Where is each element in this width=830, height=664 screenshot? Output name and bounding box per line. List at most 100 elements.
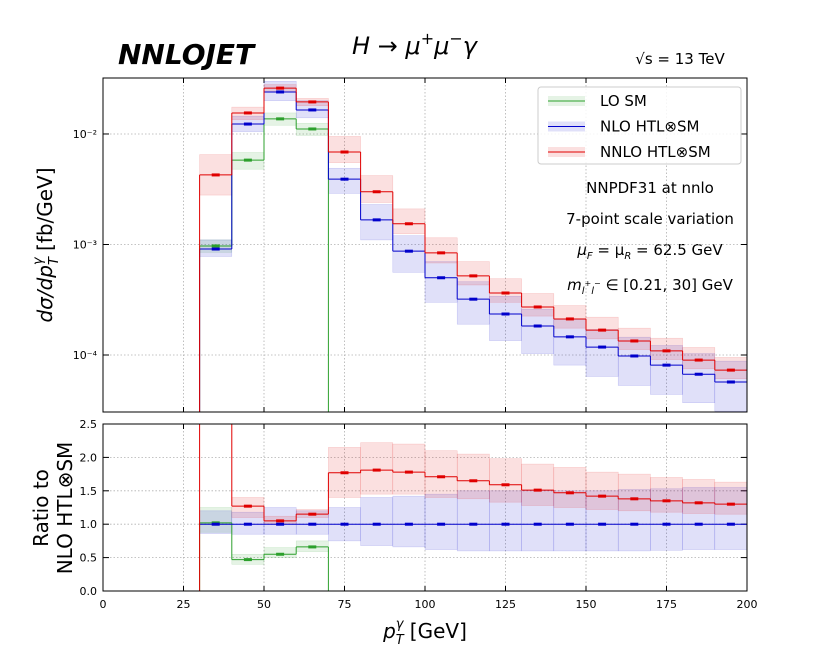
plot-area	[199, 80, 747, 412]
y-axis-label: NLO HTL⊗SM	[53, 442, 77, 575]
uncertainty-band	[714, 481, 747, 515]
uncertainty-band	[585, 471, 619, 510]
uncertainty-band	[714, 357, 747, 379]
y-tick-label: 10⁻²	[73, 128, 97, 141]
label-part: γ	[396, 617, 405, 632]
uncertainty-band	[682, 479, 716, 514]
uncertainty-band	[521, 308, 555, 354]
label-part: [GeV]	[403, 619, 466, 643]
label-part: T	[396, 633, 405, 648]
uncertainty-band	[392, 208, 426, 235]
uncertainty-band	[392, 443, 426, 495]
x-tick-label: 125	[495, 598, 516, 611]
legend-box	[537, 86, 742, 165]
uncertainty-band	[360, 204, 394, 241]
uncertainty-band	[650, 337, 683, 360]
uncertainty-band	[424, 261, 458, 303]
title-part: +	[421, 29, 434, 48]
uncertainty-band	[553, 490, 587, 552]
logo: NNLOJET	[118, 38, 256, 71]
uncertainty-band	[360, 442, 394, 495]
title-part: μ	[433, 32, 449, 60]
note-part: R	[624, 251, 631, 262]
y-tick-label: 1.0	[80, 518, 98, 531]
x-tick-label: 25	[177, 598, 191, 611]
y-tick-label: 2.5	[80, 418, 98, 431]
title-part: −	[449, 29, 462, 48]
note-part: −	[594, 279, 601, 288]
uncertainty-band	[521, 293, 555, 317]
x-tick-label: 75	[338, 598, 352, 611]
legend-label: LO SM	[600, 92, 647, 110]
energy-label: √s = 13 TeV	[635, 50, 725, 68]
uncertainty-band	[489, 458, 522, 503]
x-tick-label: 50	[257, 598, 271, 611]
uncertainty-band	[489, 278, 522, 303]
uncertainty-band	[328, 136, 361, 163]
note-part: m	[567, 276, 582, 294]
legend-label: NLO HTL⊗SM	[600, 118, 699, 136]
uncertainty-band	[456, 261, 490, 286]
note-part: μ	[576, 241, 587, 259]
uncertainty-band	[553, 305, 587, 329]
title-part: H → μ	[352, 32, 421, 60]
annotation: 7-point scale variation	[566, 210, 734, 228]
uncertainty-band	[456, 490, 490, 552]
plot-area	[103, 424, 747, 591]
axes-frame	[102, 77, 748, 413]
x-axis-label: pTγ [GeV]	[382, 617, 467, 648]
y-tick-label: 10⁻³	[73, 238, 97, 251]
y-tick-label: 0.0	[80, 585, 98, 598]
uncertainty-band	[424, 493, 458, 550]
axes-frame	[102, 423, 748, 592]
uncertainty-band	[553, 319, 587, 366]
label-part: p	[382, 619, 396, 643]
x-tick-label: 0	[100, 598, 107, 611]
uncertainty-band	[489, 296, 522, 341]
note-part: ∈ [0.21, 30] GeV	[601, 276, 734, 294]
annotation: ml+l− ∈ [0.21, 30] GeV	[567, 276, 734, 297]
label-part: [fb/GeV]	[33, 167, 57, 257]
legend-label: NNLO HTL⊗SM	[600, 143, 711, 161]
uncertainty-band	[617, 473, 651, 512]
uncertainty-band	[650, 477, 683, 513]
y-tick-label: 0.5	[80, 552, 98, 565]
uncertainty-band	[392, 235, 426, 273]
uncertainty-band	[456, 453, 490, 500]
uncertainty-band	[360, 175, 394, 203]
y-tick-label: 2.0	[80, 451, 98, 464]
note-part: +	[585, 279, 592, 288]
annotation: NNPDF31 at nnlo	[586, 179, 714, 197]
y-axis-label: dσ/dpTγ [fb/GeV]	[31, 167, 62, 322]
note-part: F	[587, 251, 593, 262]
uncertainty-band	[585, 490, 619, 552]
uncertainty-band	[199, 507, 233, 533]
x-tick-label: 175	[656, 598, 677, 611]
uncertainty-band	[521, 463, 555, 506]
x-tick-label: 150	[576, 598, 597, 611]
uncertainty-band	[360, 497, 394, 546]
uncertainty-band	[617, 336, 651, 386]
note-part: l	[591, 286, 594, 297]
uncertainty-band	[328, 167, 361, 194]
uncertainty-band	[489, 490, 522, 552]
y-tick-label: 1.5	[80, 485, 98, 498]
label-part: γ	[31, 256, 46, 265]
chart-title: H → μ+μ−γ	[352, 29, 479, 60]
uncertainty-band	[617, 327, 651, 350]
x-tick-label: 100	[415, 598, 436, 611]
uncertainty-band	[650, 488, 683, 551]
label-part: dσ/dp	[33, 265, 57, 323]
x-tick-label: 200	[737, 598, 758, 611]
label-part: T	[47, 256, 62, 265]
uncertainty-band	[424, 237, 458, 264]
y-tick-label: 10⁻⁴	[73, 349, 98, 362]
uncertainty-band	[682, 487, 716, 550]
annotation: μF = μR = 62.5 GeV	[576, 241, 723, 262]
uncertainty-band	[553, 467, 587, 508]
note-part: = μ	[593, 241, 625, 259]
note-part: l	[582, 286, 585, 297]
uncertainty-band	[263, 547, 297, 558]
uncertainty-band	[682, 347, 716, 370]
